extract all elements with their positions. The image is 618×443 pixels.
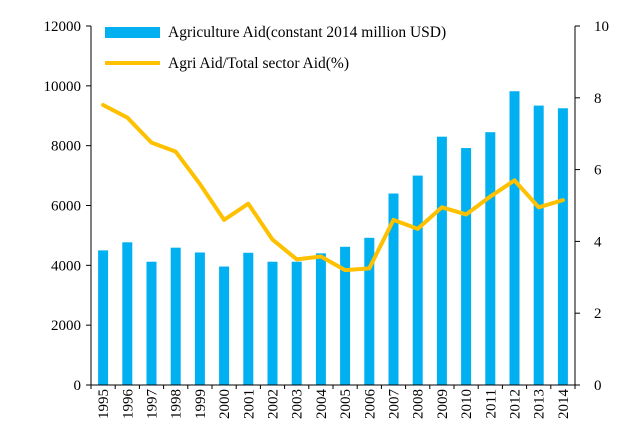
x-tick-label: 2011 <box>483 389 499 418</box>
line-point-2001 <box>247 203 249 205</box>
x-tick-label: 2001 <box>241 389 257 419</box>
bar-2007 <box>388 193 399 385</box>
bar-1995 <box>98 250 109 386</box>
legend-label-bar: Agriculture Aid(constant 2014 million US… <box>168 24 446 41</box>
line-point-2010 <box>465 213 467 215</box>
right-tick-label: 0 <box>594 378 602 394</box>
line-point-2013 <box>538 206 540 208</box>
line-point-2007 <box>393 219 394 221</box>
legend-label-line: Agri Aid/Total sector Aid(%) <box>168 55 349 72</box>
x-tick-label: 1998 <box>169 389 185 419</box>
x-tick-label: 2005 <box>338 389 354 419</box>
bar-2014 <box>557 108 568 386</box>
left-tick-label: 2000 <box>51 318 81 334</box>
x-tick-label: 2000 <box>217 389 233 419</box>
line-point-1999 <box>199 183 201 185</box>
bars-layer <box>98 91 568 386</box>
legend-swatch-bar <box>105 27 160 38</box>
bar-1996 <box>122 242 133 385</box>
x-tick-label: 2007 <box>387 389 403 420</box>
bar-2011 <box>485 132 496 385</box>
left-tick-label: 0 <box>74 378 82 394</box>
line-point-2003 <box>296 258 298 260</box>
x-tick-label: 2012 <box>508 389 524 419</box>
line-point-2014 <box>562 199 564 201</box>
left-tick-label: 4000 <box>51 258 81 274</box>
line-point-2008 <box>417 228 419 230</box>
line-point-2006 <box>368 267 370 269</box>
bar-2013 <box>533 105 544 385</box>
bar-2000 <box>219 266 230 385</box>
x-tick-label: 1999 <box>193 389 209 419</box>
bar-1998 <box>170 247 181 385</box>
bar-2009 <box>436 136 447 385</box>
line-point-2012 <box>514 179 515 181</box>
x-tick-label: 1996 <box>120 389 136 420</box>
bar-2005 <box>340 246 351 385</box>
line-point-1996 <box>126 117 128 119</box>
line-point-2009 <box>441 206 443 208</box>
bar-2001 <box>243 252 254 385</box>
bar-2004 <box>315 253 326 385</box>
line-point-2002 <box>272 239 273 241</box>
bar-1999 <box>194 252 205 385</box>
x-tick-label: 2013 <box>532 389 548 419</box>
line-point-2004 <box>320 255 322 257</box>
line-point-2011 <box>489 196 491 198</box>
bar-2002 <box>267 261 278 385</box>
right-tick-label: 2 <box>594 306 602 322</box>
right-tick-label: 6 <box>594 163 602 179</box>
right-tick-label: 8 <box>594 91 602 107</box>
left-tick-label: 10000 <box>44 79 82 95</box>
bar-2003 <box>291 261 302 385</box>
series-line <box>101 102 565 273</box>
left-tick-label: 12000 <box>44 19 82 35</box>
line-point-2000 <box>223 219 225 221</box>
bar-2006 <box>364 237 375 385</box>
right-tick-label: 10 <box>594 19 609 35</box>
right-tick-label: 4 <box>594 234 602 250</box>
bar-2012 <box>509 91 520 385</box>
x-tick-label: 2008 <box>411 389 427 419</box>
x-tick-label: 2002 <box>266 389 282 419</box>
x-tick-label: 2010 <box>459 389 475 419</box>
bar-1997 <box>146 261 157 385</box>
line-point-1997 <box>151 142 152 144</box>
line-point-1995 <box>102 104 104 106</box>
bar-2008 <box>412 175 423 385</box>
bar-2010 <box>461 148 472 385</box>
x-tick-label: 2014 <box>556 389 572 420</box>
left-tick-label: 6000 <box>51 199 81 215</box>
x-tick-label: 1997 <box>145 389 161 420</box>
x-tick-label: 1995 <box>96 389 112 419</box>
axes-layer: 0 2000 4000 6000 8000 10000 12000 0 2 4 6 8 10 1995 19… <box>44 19 610 419</box>
line-point-2005 <box>344 269 346 271</box>
left-tick-label: 8000 <box>51 139 81 155</box>
line-point-1998 <box>175 151 177 153</box>
x-tick-label: 2009 <box>435 389 451 419</box>
line-layer <box>101 102 565 273</box>
x-tick-label: 2004 <box>314 389 330 420</box>
x-tick-label: 2003 <box>290 389 306 419</box>
x-tick-label: 2006 <box>362 389 378 420</box>
legend: Agriculture Aid(constant 2014 million US… <box>105 24 446 72</box>
